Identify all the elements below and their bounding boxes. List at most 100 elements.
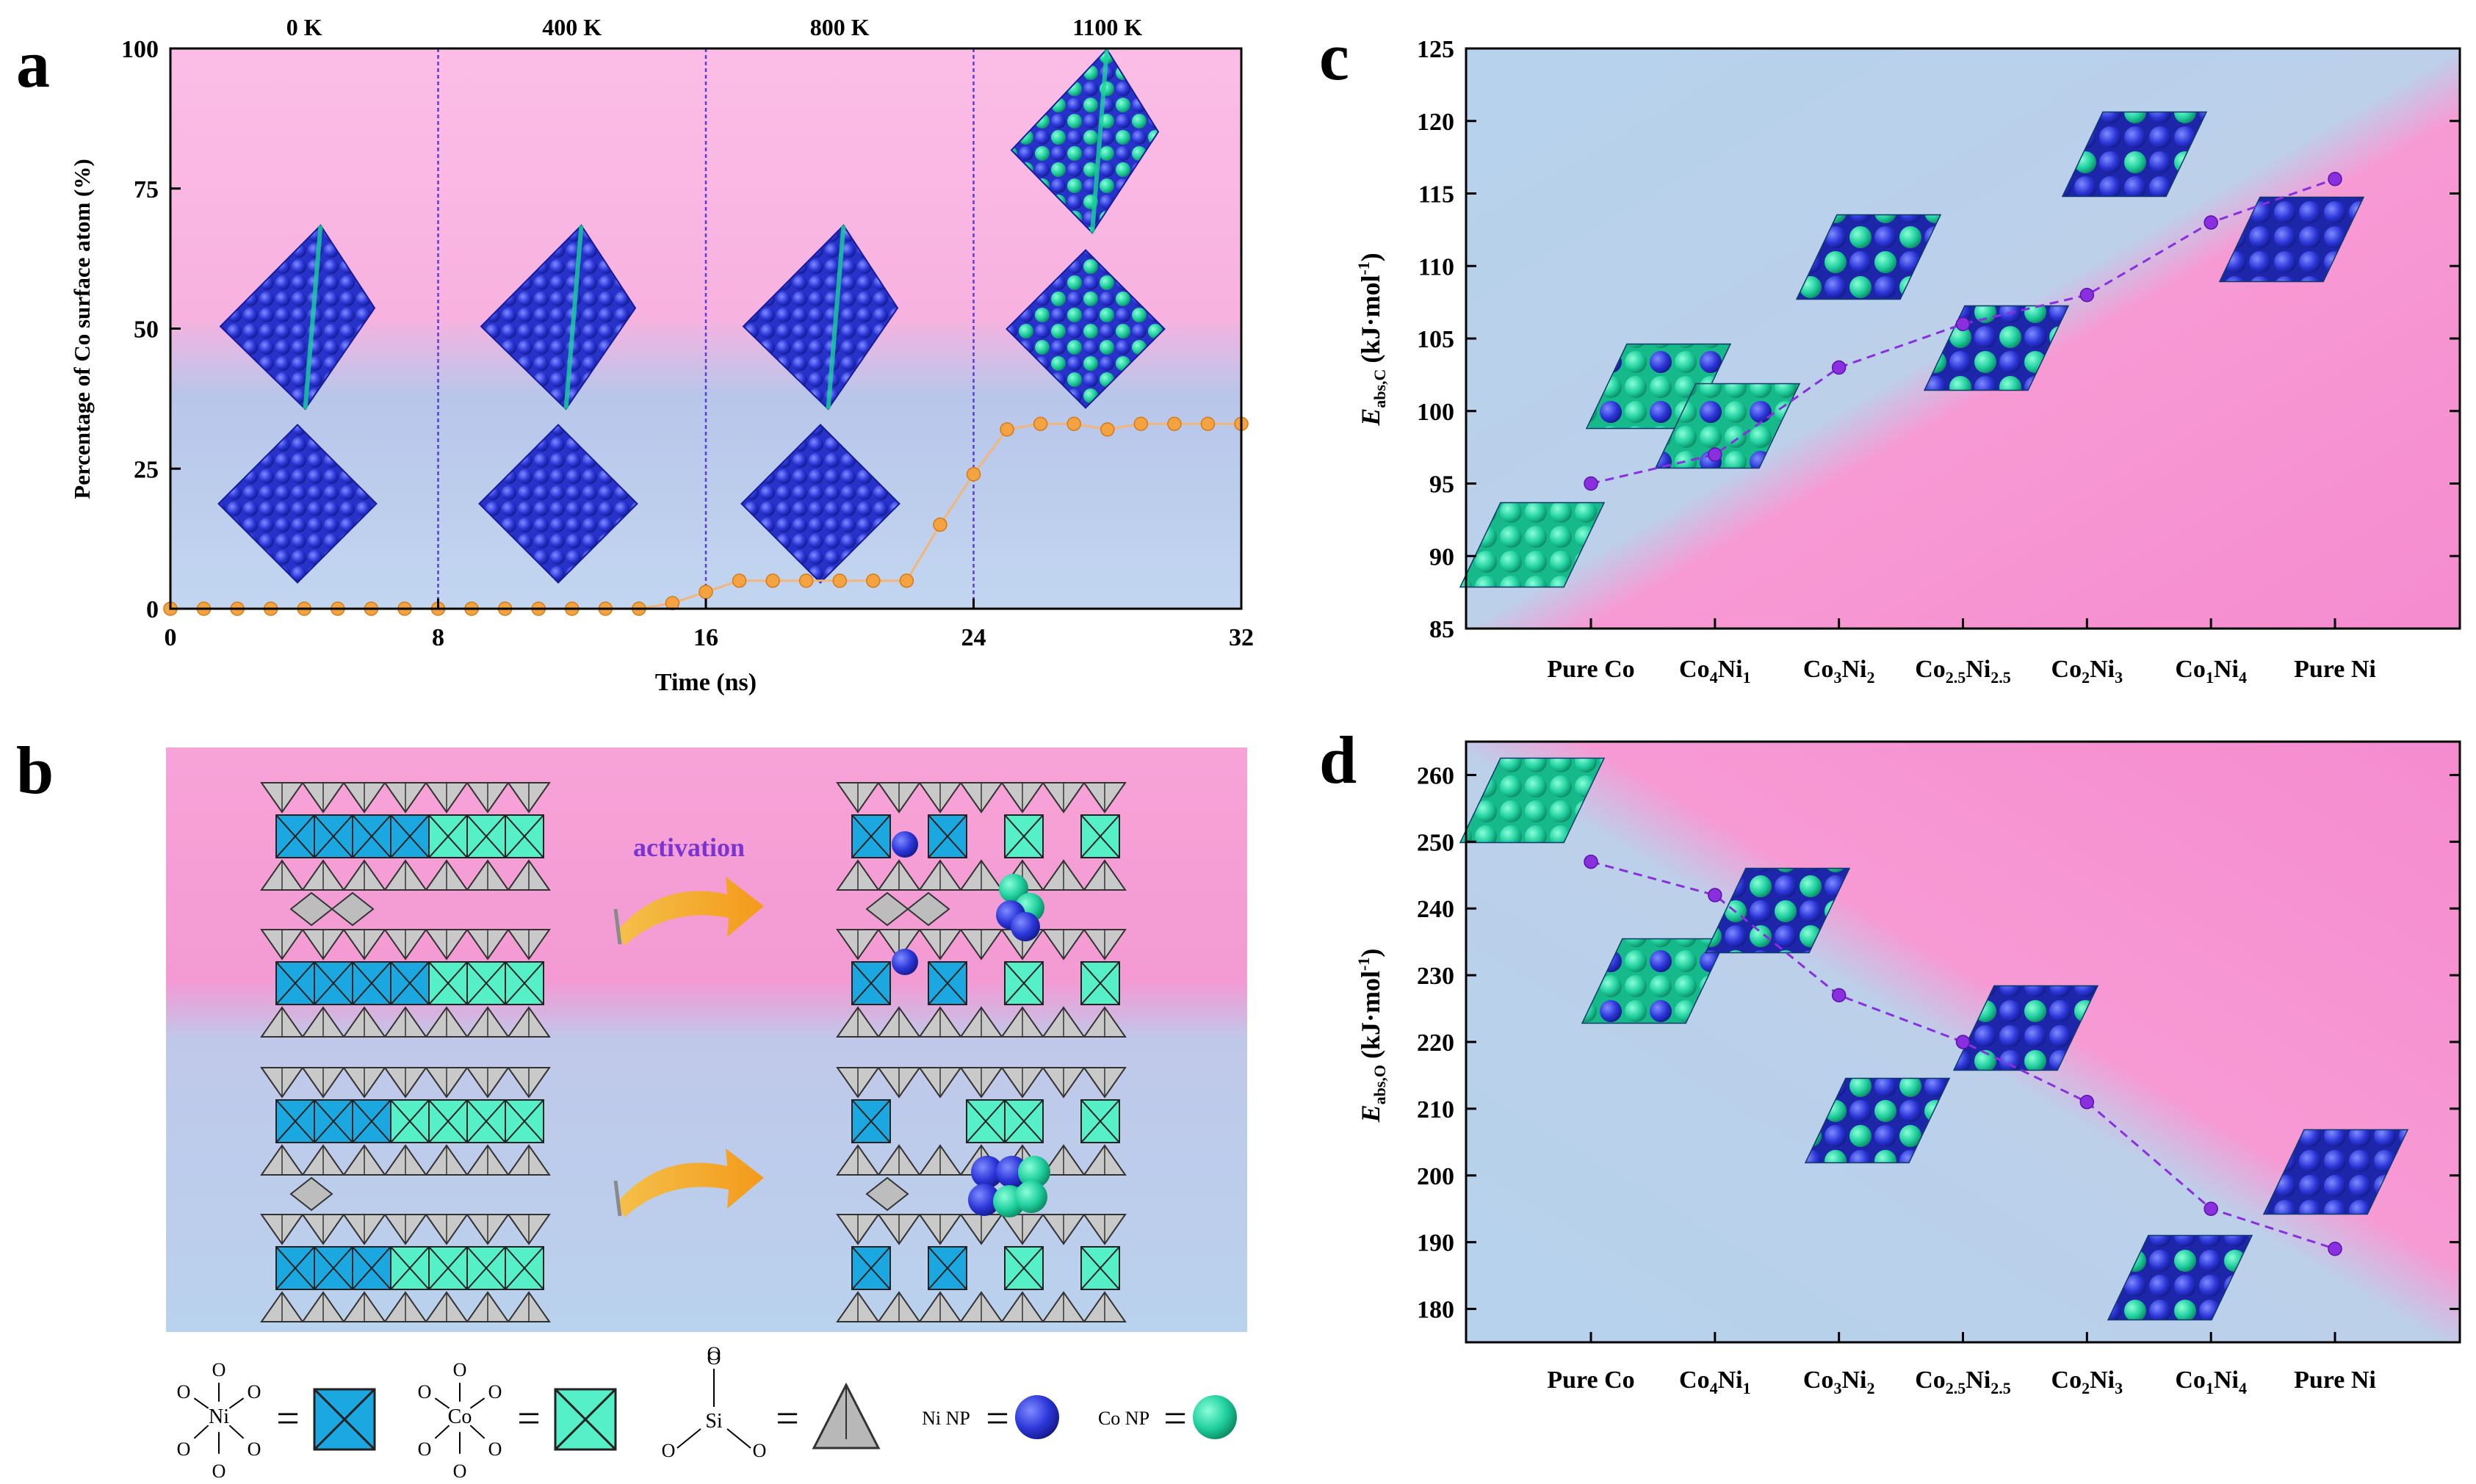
- x-tick-label: 8: [432, 624, 444, 651]
- octa-cross: [851, 1246, 891, 1290]
- panel-a: a 0 K 400 K 800 K 1100 K 0 8 16 24 32 0 25 50 75 100…: [16, 14, 1254, 696]
- octa-cross: [428, 814, 468, 858]
- panel-d-series: [1584, 854, 2342, 1256]
- legend-equals: =: [1163, 1396, 1187, 1441]
- panel-d-surface-slabs: [1459, 757, 2409, 1321]
- si-tetra-bond: [726, 1428, 751, 1449]
- y-tick-label: 110: [1418, 253, 1454, 280]
- panel-c-series: [1584, 172, 2342, 491]
- y-tick-label: 180: [1417, 1297, 1454, 1324]
- nanoparticle-sphere: [971, 1156, 1003, 1188]
- energy-point: [1831, 988, 1847, 1003]
- y-tick-label: 230: [1417, 963, 1454, 990]
- interlayer-tetra: [865, 1176, 909, 1212]
- ni-octa-legend-bond: [193, 1397, 209, 1409]
- panel-a-axes: 0 8 16 24 32 0 25 50 75 100: [121, 36, 1254, 651]
- stage-dividers: [437, 48, 975, 609]
- co-octa-legend-bond: [469, 1425, 486, 1439]
- energy-point: [1831, 360, 1847, 375]
- x-tick-label: 32: [1229, 624, 1254, 651]
- octa-cross: [1004, 1246, 1044, 1290]
- interlayer-tetra: [331, 891, 375, 927]
- octa-cross: [428, 1099, 468, 1143]
- x-category-label: Co1Ni4: [2175, 656, 2247, 687]
- x-category-label: Co3Ni2: [1803, 1367, 1875, 1397]
- y-tick-label: 220: [1417, 1029, 1454, 1057]
- stage-labels: 0 K 400 K 800 K 1100 K: [286, 14, 1143, 40]
- si-tetra-bond: [676, 1428, 701, 1449]
- octa-cross: [352, 1099, 391, 1143]
- y-tick-label: 95: [1429, 471, 1454, 499]
- interlayer-tetra: [906, 891, 950, 927]
- octa-cross: [1080, 961, 1120, 1005]
- stage-label: 0 K: [286, 14, 322, 40]
- surface-slab: [2262, 1129, 2409, 1215]
- octa-cross: [851, 1099, 891, 1143]
- activation-arrow: [617, 877, 764, 946]
- octa-cross: [314, 814, 353, 858]
- octa-cross: [505, 1099, 544, 1143]
- x-category-label: Pure Ni: [2294, 656, 2376, 683]
- x-category-label: Co2.5Ni2.5: [1915, 656, 2011, 687]
- y-tick-label: 25: [134, 456, 159, 483]
- legend-equals: =: [776, 1396, 799, 1441]
- ni-octa-legend-oxygen: O: [212, 1359, 226, 1380]
- surface-co-edge: [826, 225, 846, 410]
- surface-co-edge: [303, 225, 323, 410]
- octa-cross: [505, 961, 544, 1005]
- octa-cross: [352, 961, 391, 1005]
- co-surface-point: [1066, 416, 1081, 431]
- ni-octa-legend-bond: [228, 1397, 245, 1409]
- y-tick-label: 250: [1417, 829, 1454, 856]
- energy-point: [2328, 172, 2342, 187]
- co-surface-point: [765, 573, 780, 588]
- octa-cross: [1080, 814, 1120, 858]
- co-surface-point: [699, 584, 713, 599]
- x-category-label: Co2.5Ni2.5: [1915, 1367, 2011, 1397]
- octa-cross: [314, 1099, 353, 1143]
- octa-cross: [428, 1246, 468, 1290]
- panel-c-axes: 85 90 95 100 105 110 115 120 125 Pure Co Co4Ni1 Co3…: [1417, 36, 2460, 687]
- ni-np-symbol: [1015, 1395, 1059, 1439]
- co-octa-legend-oxygen: O: [488, 1381, 502, 1402]
- nanoparticle-bottom: [217, 424, 378, 584]
- surface-slab: [1459, 502, 1606, 588]
- co-surface-point: [1200, 416, 1216, 431]
- x-category-label: Pure Ni: [2294, 1367, 2376, 1394]
- co-octa-legend-oxygen: O: [418, 1381, 432, 1402]
- co-surface-point: [1000, 422, 1014, 437]
- energy-point: [2204, 215, 2218, 230]
- ni-octa-legend-oxygen: O: [212, 1461, 226, 1482]
- octa-cross: [390, 1246, 430, 1290]
- x-category-label: Pure Co: [1547, 1367, 1634, 1394]
- panel-c: c 85 90 95 100 105 110 115 120 125 Pure Co Co4Ni1 C…: [1319, 19, 2461, 687]
- y-tick-label: 125: [1417, 36, 1454, 63]
- panel-a-xlabel: Time (ns): [655, 669, 757, 696]
- y-tick-label: 100: [121, 36, 159, 63]
- octa-cross: [1004, 814, 1044, 858]
- y-tick-label: 190: [1417, 1230, 1454, 1257]
- octa-cross: [390, 1099, 430, 1143]
- surface-slab: [1581, 938, 1728, 1024]
- x-category-label: Co2Ni3: [2051, 1367, 2123, 1397]
- co-octa-cross: [554, 1388, 617, 1451]
- y-tick-label: 120: [1417, 109, 1454, 136]
- y-tick-label: 105: [1417, 326, 1454, 353]
- nanoparticle-sphere: [1015, 1181, 1047, 1213]
- co-octa-legend-oxygen: O: [453, 1461, 467, 1482]
- octa-cross: [314, 1246, 353, 1290]
- surface-slab: [2218, 196, 2365, 283]
- co-np-symbol: [1193, 1395, 1237, 1439]
- octa-cross: [390, 814, 430, 858]
- panel-c-ylabel: Eabs,C(kJ·mol-1): [1354, 253, 1389, 427]
- energy-point: [1584, 476, 1598, 491]
- y-tick-label: 240: [1417, 896, 1454, 923]
- energy-point: [1955, 1035, 1971, 1049]
- co-surface-point: [1033, 416, 1048, 431]
- x-category-label: Co2Ni3: [2051, 656, 2123, 687]
- surface-slab: [1654, 383, 1801, 469]
- octa-cross: [390, 961, 430, 1005]
- octa-cross: [275, 1246, 315, 1290]
- activation-label: activation: [633, 833, 745, 862]
